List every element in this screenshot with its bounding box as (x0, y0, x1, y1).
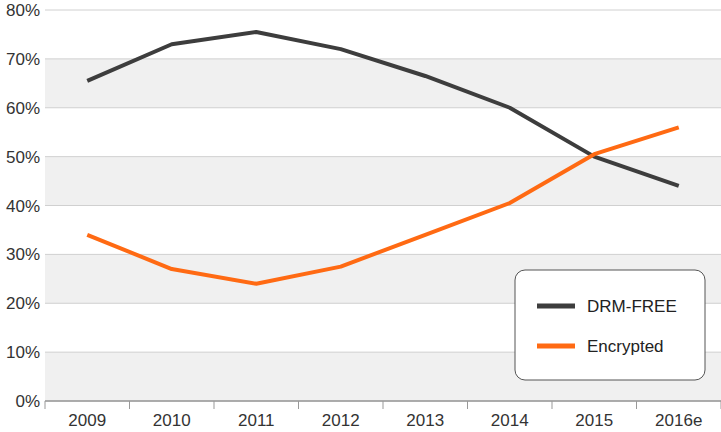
x-tick (552, 401, 553, 409)
legend-label: DRM-FREE (587, 297, 677, 316)
x-tick-label: 2010 (153, 411, 191, 430)
series-line (87, 127, 679, 283)
grid-line (45, 107, 721, 108)
legend-box (515, 270, 705, 380)
plot (87, 32, 679, 284)
x-tick-label: 2009 (68, 411, 106, 430)
x-tick (45, 401, 46, 409)
x-tick (636, 401, 637, 409)
grid-band (45, 59, 721, 108)
x-tick (129, 401, 130, 409)
y-tick-label: 20% (6, 294, 40, 313)
chart: 0% 10% 20% 30% 40% 50% 60% 70% 80% 2009 2010 2011 20… (0, 0, 721, 432)
grid-line (45, 58, 721, 59)
x-tick (214, 401, 215, 409)
x-tick (467, 401, 468, 409)
y-tick-label: 60% (6, 99, 40, 118)
grid-line (45, 254, 721, 255)
y-tick-label: 70% (6, 50, 40, 69)
y-tick-label: 80% (6, 1, 40, 20)
x-tick-label: 2012 (322, 411, 360, 430)
legend: DRM-FREE Encrypted (515, 270, 705, 380)
legend-swatch (537, 304, 575, 309)
x-tick-label: 2013 (406, 411, 444, 430)
y-tick-label: 30% (6, 245, 40, 264)
x-tick-label: 2015 (575, 411, 613, 430)
x-tick (383, 401, 384, 409)
grid-line (45, 205, 721, 206)
legend-swatch (537, 344, 575, 349)
x-tick (298, 401, 299, 409)
x-tick-label: 2016e (655, 411, 702, 430)
x-tick-label: 2011 (238, 411, 275, 430)
grid-line (45, 10, 721, 11)
y-tick-label: 10% (6, 343, 40, 362)
x-tick-label: 2014 (491, 411, 529, 430)
y-tick-label: 50% (6, 148, 40, 167)
y-tick-label: 40% (6, 197, 40, 216)
grid (45, 10, 721, 401)
y-tick-label: 0% (15, 392, 40, 411)
series-line (87, 32, 679, 186)
grid-line (45, 156, 721, 157)
legend-label: Encrypted (587, 337, 664, 356)
